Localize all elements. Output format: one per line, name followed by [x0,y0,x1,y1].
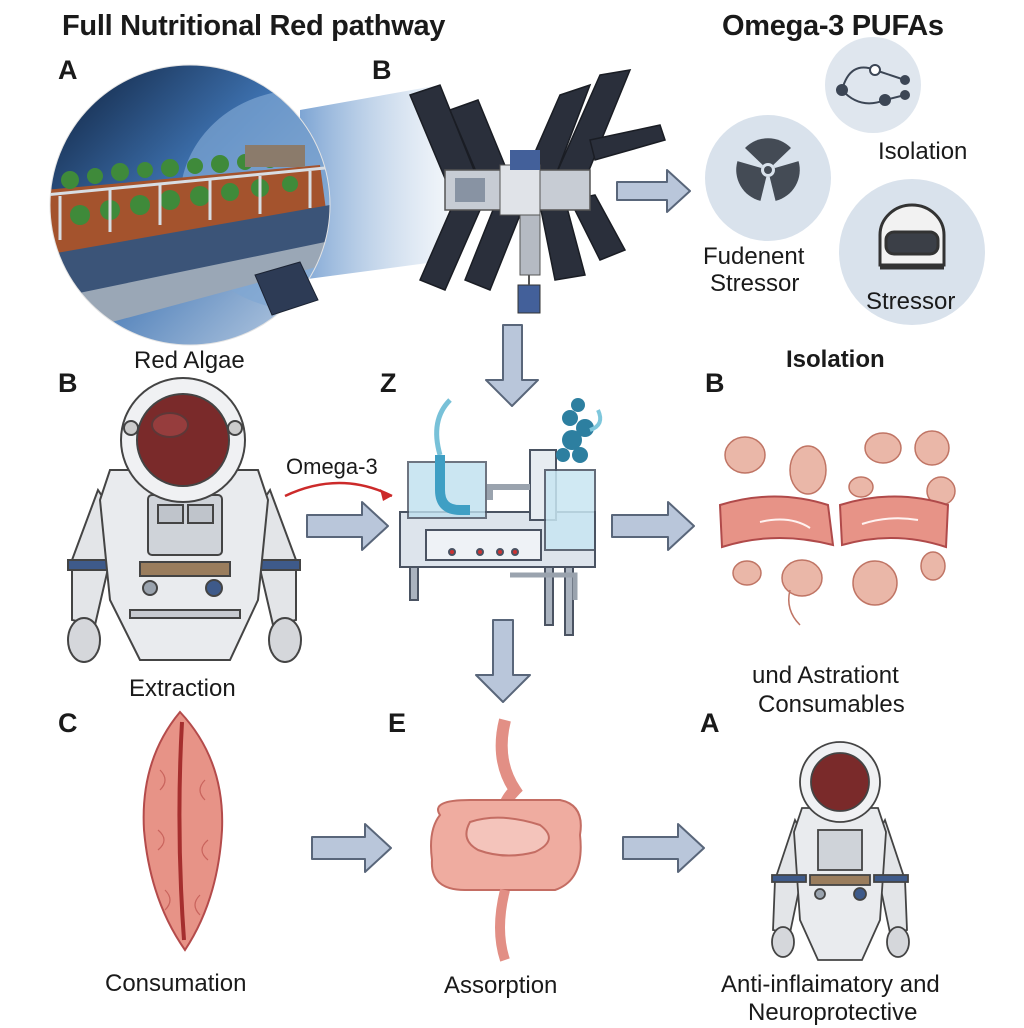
panel-label-c-bottom: C [58,708,78,738]
network-icon [836,64,910,106]
diagram-title-left: Full Nutritional Red pathway [62,10,446,42]
isolation-label-top: Isolation [878,138,968,165]
outcome-label-line1: Anti-inflaimatory and [721,971,940,998]
arrow-machine-to-tissues [611,501,695,551]
panel-label-a-top: A [58,55,78,85]
panel-label-e-bottom: E [388,708,407,738]
fudenent-label-line1: Fudenent [703,243,805,270]
isolation-label-mid: Isolation [786,346,885,373]
omega3-arrow-label: Omega-3 [286,454,378,479]
helmet-icon [878,203,946,270]
isolation-circle [825,37,921,133]
arrow-consumption-to-absorption [311,823,392,873]
consumation-label: Consumation [105,970,247,997]
arrow-suit-to-machine [306,501,389,551]
radiation-icon [736,138,800,201]
red-algae-label: Red Algae [134,347,245,374]
extraction-label: Extraction [129,675,236,702]
panel-label-b-top: B [372,55,392,85]
consumables-label-line1: und Astrationt [752,662,899,689]
panel-label-z-mid: Z [380,368,397,398]
arrow-absorption-to-outcome [622,823,705,873]
panel-label-a-bottom: A [700,708,720,738]
panel-label-b-mid-left: B [58,368,78,398]
diagram-title-right: Omega-3 PUFAs [722,10,944,42]
arrow-station-to-stressors [616,169,691,213]
consumables-label-line2: Consumables [758,691,905,718]
outcome-label-line2: Neuroprotective [748,999,918,1026]
arrow-machine-to-absorption [475,619,531,703]
radiation-circle [705,115,831,241]
stressor-label: Stressor [866,288,956,315]
fudenent-label-line2: Stressor [710,270,800,297]
assorption-label: Assorption [444,972,558,999]
arrow-station-to-extraction [485,324,539,407]
panel-label-b-mid-right: B [705,368,725,398]
